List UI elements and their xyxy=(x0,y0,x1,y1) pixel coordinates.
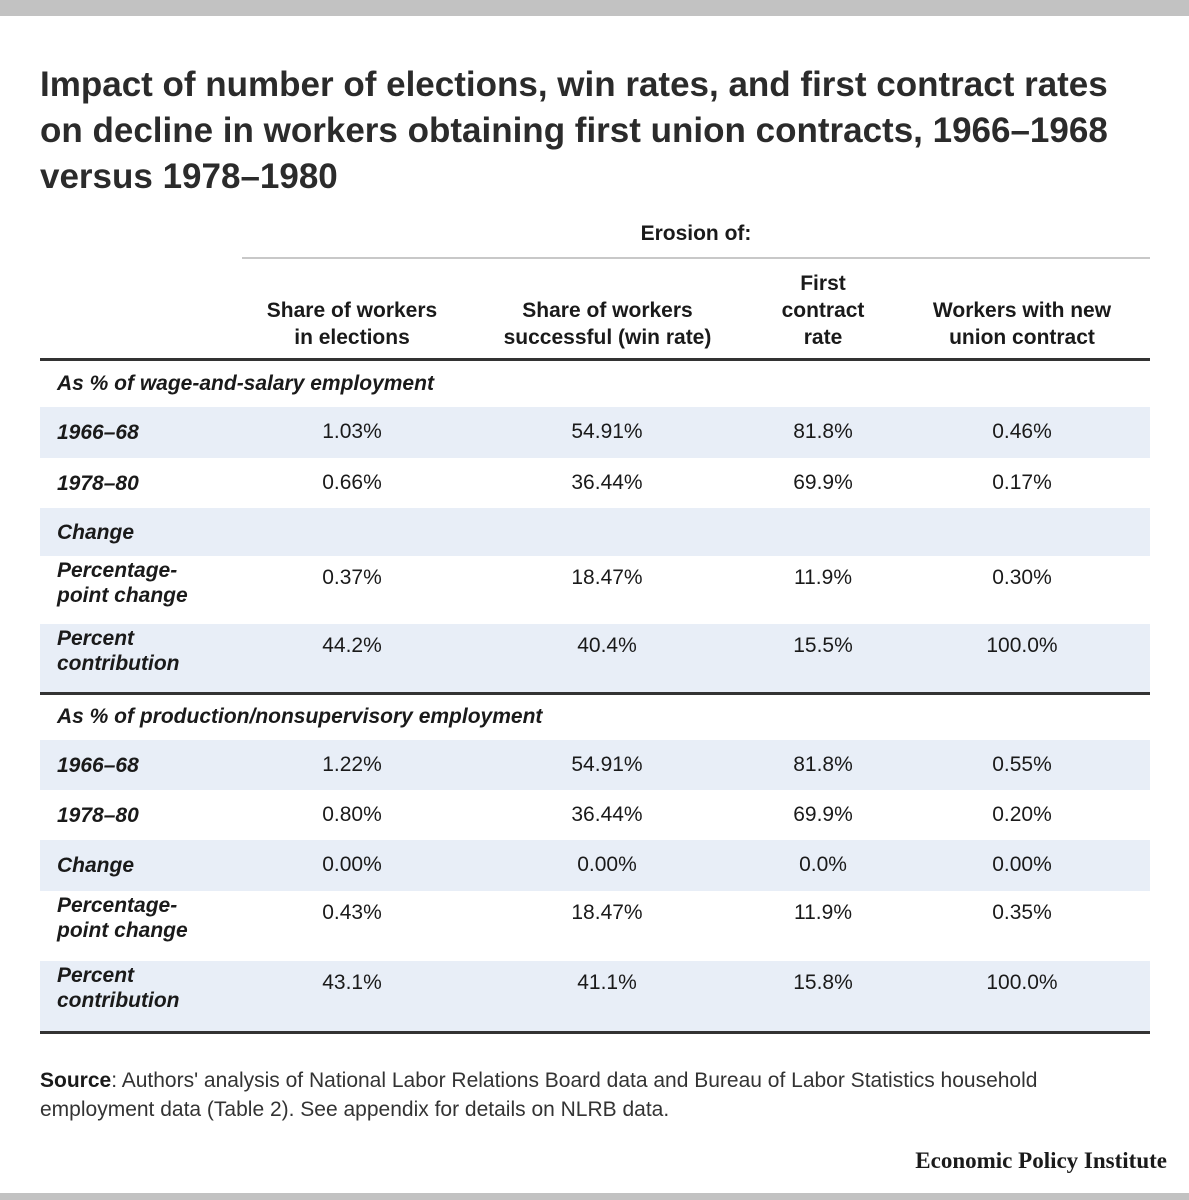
table-cell: 36.44% xyxy=(571,802,643,826)
table-cell: 0.20% xyxy=(992,802,1052,826)
column-group-rule xyxy=(242,257,1150,259)
table-cell: 41.1% xyxy=(577,971,637,994)
table-cell: 11.9% xyxy=(794,566,852,589)
table-cell: 0.43% xyxy=(322,901,382,924)
table-cell: 69.9% xyxy=(793,802,853,826)
table-row: Percentage-point change 0.43% 18.47% 11.9% 0… xyxy=(40,891,1150,961)
row-label: Percent contribution xyxy=(57,964,180,1012)
table-cell: 0.37% xyxy=(322,566,382,589)
table-cell: 54.91% xyxy=(571,420,643,443)
table-cell: 36.44% xyxy=(571,470,643,494)
table-row: 1966–68 1.03% 54.91% 81.8% 0.46% xyxy=(40,407,1150,458)
table-cell: 81.8% xyxy=(793,420,853,443)
table-row: Percentage-point change 0.37% 18.47% 11.9% 0… xyxy=(40,556,1150,624)
table-row: Percent contribution 43.1% 41.1% 15.8% 100.0… xyxy=(40,961,1150,1031)
table-cell: 11.9% xyxy=(794,901,852,924)
top-frame-bar xyxy=(0,0,1189,16)
table-cell: 1.03% xyxy=(322,420,382,443)
table-cell: 0.35% xyxy=(992,901,1052,924)
column-group-header: Erosion of: xyxy=(640,222,752,245)
column-header-first-contract-rate: First contract rate xyxy=(781,272,865,349)
table-cell: 44.2% xyxy=(322,634,382,657)
table-cell: 15.5% xyxy=(793,634,853,657)
table-row: Change xyxy=(40,508,1150,556)
section-divider-rule xyxy=(40,692,1150,695)
table-row: 1978–80 0.66% 36.44% 69.9% 0.17% xyxy=(40,458,1150,508)
table-cell: 0.46% xyxy=(992,420,1052,443)
table-cell: 0.80% xyxy=(322,802,382,826)
table-cell: 0.00% xyxy=(992,853,1052,876)
row-label: 1978–80 xyxy=(57,803,139,827)
source-label: Source xyxy=(40,1069,112,1092)
table-cell: 18.47% xyxy=(571,566,643,589)
row-label: Percentage-point change xyxy=(57,559,188,607)
chart-title: Impact of number of elections, win rates… xyxy=(40,65,1108,196)
row-label: Change xyxy=(57,520,135,544)
section-header: As % of production/nonsupervisory employ… xyxy=(57,705,543,728)
brand-logo-text: Economic Policy Institute xyxy=(915,1148,1167,1173)
table-cell: 54.91% xyxy=(571,752,643,776)
table-cell: 69.9% xyxy=(793,470,853,494)
table-cell: 100.0% xyxy=(986,971,1058,994)
table-cell: 40.4% xyxy=(577,634,637,657)
table-cell: 100.0% xyxy=(986,634,1058,657)
table-cell: 81.8% xyxy=(793,752,853,776)
table-cell: 0.00% xyxy=(577,853,637,876)
table-cell: 0.55% xyxy=(992,752,1052,776)
row-label: 1978–80 xyxy=(57,471,139,495)
bottom-frame-bar xyxy=(0,1193,1189,1200)
table-row: 1978–80 0.80% 36.44% 69.9% 0.20% xyxy=(40,790,1150,840)
table-row: Percent contribution 44.2% 40.4% 15.5% 100.0… xyxy=(40,624,1150,692)
table-row: 1966–68 1.22% 54.91% 81.8% 0.55% xyxy=(40,740,1150,790)
table-cell: 0.66% xyxy=(322,470,382,494)
column-header-share-in-elections: Share of workers in elections xyxy=(266,299,438,349)
source-text: : Authors' analysis of National Labor Re… xyxy=(40,1069,1038,1121)
row-label: Percentage-point change xyxy=(57,894,188,942)
table-cell: 0.30% xyxy=(992,566,1052,589)
row-label: Change xyxy=(57,854,135,877)
source-note: Source: Authors' analysis of National La… xyxy=(40,1066,1150,1124)
column-header-win-rate: Share of workers successful (win rate) xyxy=(503,299,712,349)
row-label: Percent contribution xyxy=(57,627,180,675)
table-cell: 0.00% xyxy=(322,853,382,876)
header-rule xyxy=(40,358,1150,361)
table-cell: 18.47% xyxy=(571,901,643,924)
section-header: As % of wage-and-salary employment xyxy=(57,372,434,395)
table-row: Change 0.00% 0.00% 0.0% 0.00% xyxy=(40,840,1150,891)
column-header-new-union-contract: Workers with new union contract xyxy=(932,299,1112,349)
row-label: 1966–68 xyxy=(57,753,139,777)
row-label: 1966–68 xyxy=(57,421,139,444)
table-cell: 15.8% xyxy=(793,971,853,994)
table-cell: 0.17% xyxy=(992,470,1052,494)
table-cell: 1.22% xyxy=(322,752,382,776)
table-cell: 43.1% xyxy=(322,971,382,994)
table-cell: 0.0% xyxy=(799,853,847,876)
table-bottom-rule xyxy=(40,1031,1150,1034)
